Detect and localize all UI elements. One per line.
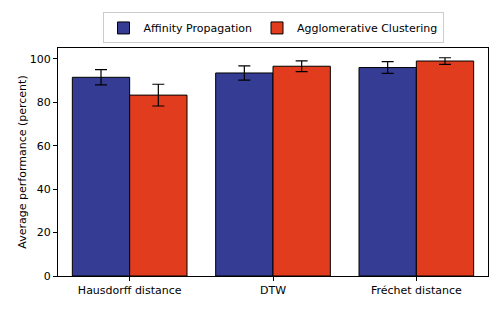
svg-text:80: 80 <box>37 96 51 109</box>
svg-text:Fréchet distance: Fréchet distance <box>371 284 462 297</box>
svg-text:60: 60 <box>37 140 51 153</box>
svg-text:DTW: DTW <box>260 284 286 297</box>
svg-text:40: 40 <box>37 183 51 196</box>
svg-text:100: 100 <box>30 53 51 66</box>
svg-text:Average performance (percent): Average performance (percent) <box>16 75 29 248</box>
svg-text:Agglomerative Clustering: Agglomerative Clustering <box>297 22 437 35</box>
svg-text:Hausdorff distance: Hausdorff distance <box>78 284 182 297</box>
svg-text:20: 20 <box>37 226 51 239</box>
svg-text:Affinity Propagation: Affinity Propagation <box>144 22 253 35</box>
svg-text:0: 0 <box>44 270 51 283</box>
